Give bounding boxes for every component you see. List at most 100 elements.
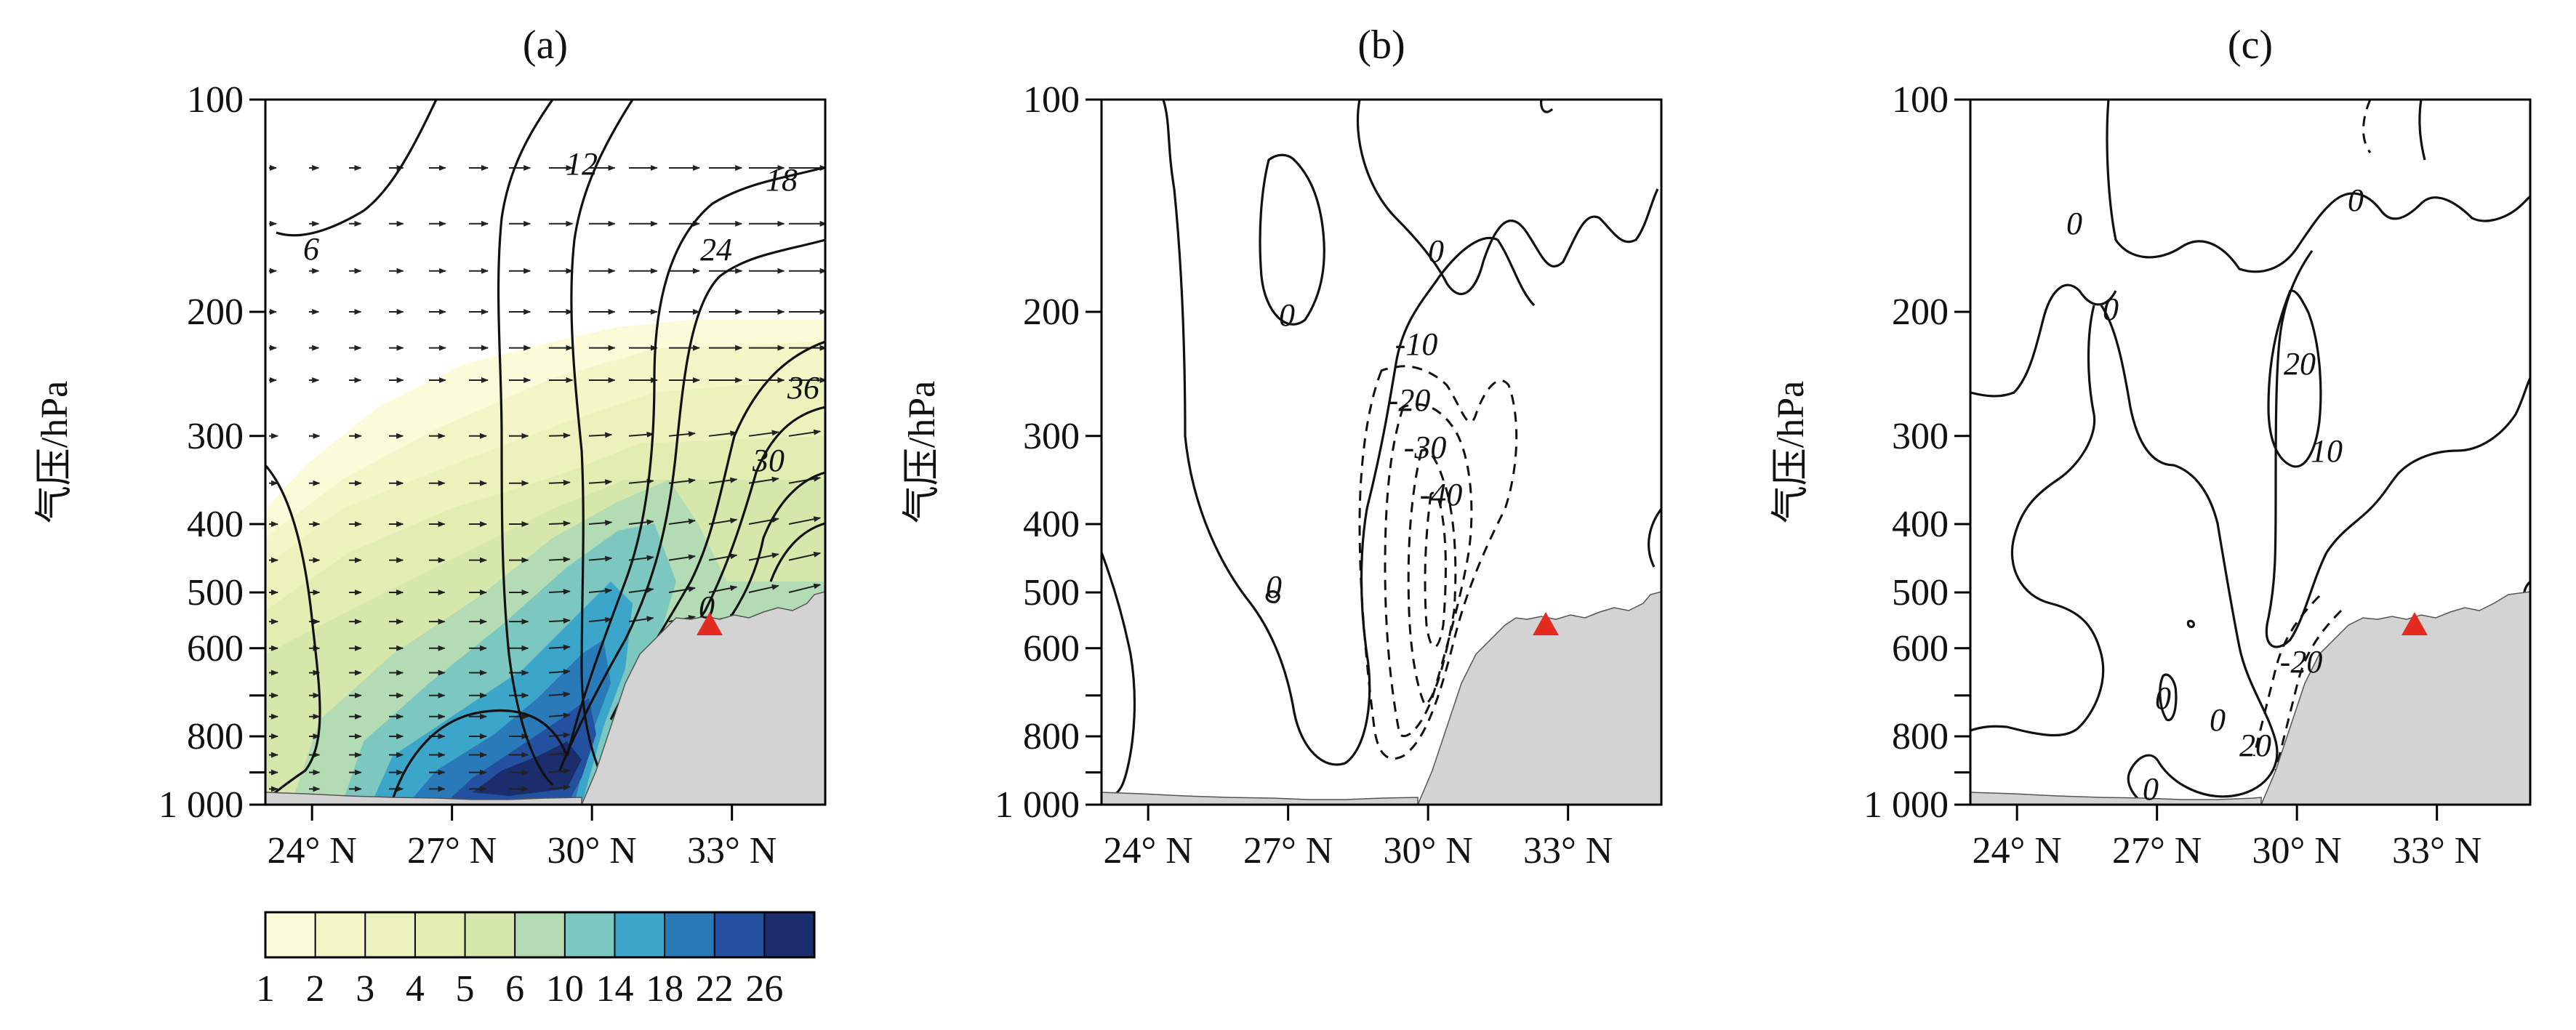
panel-a-label-30: 30 [752, 443, 785, 478]
colorbar-swatch [365, 912, 415, 957]
panel-b-terrain [1417, 591, 1661, 805]
panel-b-ytick-label: 100 [1023, 79, 1080, 121]
panel-c-label-0c: 0 [2348, 182, 2364, 218]
panel-b-ytick-label: 600 [1023, 628, 1080, 669]
colorbar-swatch [665, 912, 715, 957]
wind-vector [548, 520, 571, 527]
colorbar-label: 2 [306, 968, 325, 1010]
wind-vector [748, 430, 779, 437]
panel-b-frame [1100, 98, 1663, 806]
contour-a-12 [497, 100, 554, 786]
contour-b-0-top [1356, 100, 1659, 295]
contour-c-0-mid [1970, 305, 2105, 737]
panel-c-ytick-label: 200 [1892, 291, 1949, 333]
panel-c-terrain [2260, 591, 2530, 805]
wind-vector [548, 732, 571, 739]
wind-vector [788, 475, 822, 484]
colorbar-swatch [564, 912, 615, 957]
panel-c-label-20: 20 [2284, 346, 2316, 382]
panel-b-contours [1102, 100, 1661, 797]
contour-b-0-small [1265, 590, 1280, 603]
colorbar-swatch [414, 912, 465, 957]
contour-b-minus-10 [1358, 365, 1518, 760]
wind-vector [548, 669, 571, 675]
panel-c-label-0e: 0 [2143, 771, 2159, 807]
wind-vector [788, 583, 822, 593]
wind-vector [708, 430, 738, 437]
panel-c-dashed-contours [2252, 100, 2372, 771]
panel-c-ytick-label: 500 [1892, 572, 1949, 613]
panel-b-xtick-label: 30° N [1383, 830, 1472, 872]
wind-vector [748, 584, 779, 593]
panel-a-ytick-label: 100 [187, 79, 244, 121]
panel-a-ytick-label: 300 [187, 416, 244, 457]
contour-b-0-top-right [1540, 100, 1554, 113]
contour-b-0-bl [1102, 552, 1136, 797]
panel-b-ytick-label: 300 [1023, 416, 1080, 457]
panel-b-axes: 100 200 300 400 500 600 800 1 000 24° N 27° N 30° … [995, 79, 1613, 872]
colorbar-label: 4 [406, 968, 425, 1010]
panel-a-ytick-label: 600 [187, 628, 244, 669]
panel-c-ytick-label: 300 [1892, 416, 1949, 457]
contour-b-0-loop [1259, 153, 1325, 326]
panel-c-label-minus20: -20 [2280, 644, 2323, 680]
wind-vector [588, 432, 613, 438]
panel-c-title: (c) [2228, 23, 2273, 68]
wind-vector [588, 479, 613, 486]
wind-vector [668, 554, 696, 561]
contour-c-0-inner [2100, 305, 2279, 805]
panel-a-ylabel: 气压/hPa [34, 381, 76, 523]
panel-a-ytick-label: 400 [187, 504, 244, 545]
panel-c-label-0f: 0 [2210, 702, 2226, 738]
wind-vector [548, 768, 571, 774]
wind-vector [628, 587, 654, 593]
panel-c-xtick-label: 24° N [1972, 830, 2061, 872]
contour-c-0-small [2159, 673, 2178, 722]
wind-vector [628, 431, 654, 438]
panel-c-label-20b: 20 [2239, 728, 2271, 763]
wind-vector [668, 518, 696, 525]
colorbar-swatch [764, 912, 814, 957]
contour-b-0-right [1648, 508, 1661, 568]
panel-b-ytick-label: 200 [1023, 291, 1080, 333]
panel-c-xtick-label: 33° N [2392, 830, 2481, 872]
panel-a-axes: 100 200 300 400 500 600 800 1 000 24° N 27° N 30° … [159, 79, 777, 872]
wind-vector [788, 552, 822, 561]
wind-vector [708, 553, 738, 561]
panel-a-terrain [581, 591, 825, 805]
panel-c-label-0d: 0 [2155, 680, 2171, 716]
contour-a-18 [566, 166, 825, 757]
panel-a-colorbar: 1 2 3 4 5 6 10 14 18 22 26 [256, 911, 816, 1010]
panel-a-ytick-label: 1 000 [159, 784, 244, 826]
colorbar-label: 6 [505, 968, 524, 1010]
contour-c-minus-20 [2252, 595, 2321, 757]
panel-a-ytick-label: 200 [187, 291, 244, 333]
panel-c-ytick-label: 400 [1892, 504, 1949, 545]
panel-b-label-0c: 0 [1266, 569, 1282, 605]
panel-a-terrain-left [265, 792, 582, 805]
panel-a-contours [265, 100, 825, 801]
wind-vector [588, 555, 613, 562]
contour-b-0-left [1162, 100, 1536, 766]
panel-a-wind-vectors [269, 165, 825, 792]
panel-a-label-12: 12 [566, 146, 598, 182]
panel-b-label-minus30: -30 [1404, 430, 1447, 465]
colorbar-swatch [315, 912, 366, 957]
panel-b-dashed-contours [1358, 365, 1518, 760]
panel-b: (b) 气压/hPa 0 0 -10 -20 [902, 23, 1663, 872]
contour-a-6 [276, 100, 438, 237]
wind-vector [588, 587, 613, 594]
panel-c-xtick-label: 30° N [2252, 830, 2341, 872]
wind-vector [548, 784, 571, 791]
colorbar-swatch [714, 912, 765, 957]
contour-c-0-topdash [2418, 100, 2426, 161]
wind-vector [548, 618, 571, 624]
panel-b-title: (b) [1357, 23, 1405, 68]
panel-c-station-marker [2402, 612, 2428, 635]
colorbar-label: 3 [356, 968, 374, 1010]
panel-b-ylabel: 气压/hPa [902, 381, 943, 523]
wind-vector [748, 517, 779, 525]
wind-vector [588, 520, 613, 526]
wind-vector [668, 586, 696, 593]
